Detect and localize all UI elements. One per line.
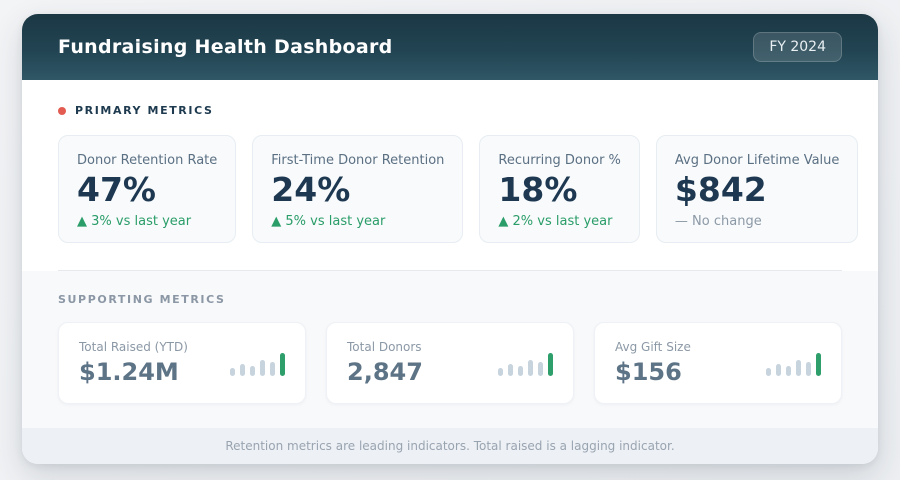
sparkline-bar xyxy=(528,360,533,376)
sparkline-bar xyxy=(806,362,811,376)
footer-note: Retention metrics are leading indicators… xyxy=(225,439,675,453)
support-card-avg-gift: Avg Gift Size $156 xyxy=(594,322,842,404)
page-title: Fundraising Health Dashboard xyxy=(58,36,393,58)
metric-label: Avg Donor Lifetime Value xyxy=(674,153,840,168)
metric-label: Recurring Donor % xyxy=(498,153,621,168)
sparkline-bar xyxy=(786,366,791,376)
metric-card-lifetime-value: Avg Donor Lifetime Value $842 — No chang… xyxy=(655,135,859,243)
support-card-total-raised: Total Raised (YTD) $1.24M xyxy=(58,322,306,404)
red-dot-icon xyxy=(58,106,66,115)
metric-card-recurring-donor: Recurring Donor % 18% ▲ 2% vs last year xyxy=(479,135,640,243)
metric-value: 47% xyxy=(77,170,156,209)
metric-label: First-Time Donor Retention xyxy=(271,153,445,168)
support-value: $156 xyxy=(615,358,682,386)
footer: Retention metrics are leading indicators… xyxy=(22,428,878,464)
sparkline-bar xyxy=(240,364,245,376)
header: Fundraising Health Dashboard FY 2024 xyxy=(22,14,878,80)
metric-label: Donor Retention Rate xyxy=(77,153,218,168)
metric-delta: — No change xyxy=(674,213,762,229)
support-card-text: Total Donors 2,847 xyxy=(347,340,423,386)
fiscal-year-badge[interactable]: FY 2024 xyxy=(753,32,842,62)
sparkline-bar xyxy=(498,368,503,376)
sparkline-bar xyxy=(518,366,523,376)
support-value: 2,847 xyxy=(347,358,423,386)
support-card-total-donors: Total Donors 2,847 xyxy=(326,322,574,404)
supporting-metrics-grid: Total Raised (YTD) $1.24M Total Donors 2… xyxy=(58,322,842,404)
support-label: Total Raised (YTD) xyxy=(79,340,188,354)
sparkline-bar xyxy=(280,353,285,376)
support-label: Total Donors xyxy=(347,340,422,354)
metric-value: 18% xyxy=(498,170,578,209)
metric-delta: ▲ 2% vs last year xyxy=(498,213,613,229)
sparkline-bar xyxy=(508,364,513,376)
sparkline-bar xyxy=(538,362,543,376)
metric-delta: ▲ 5% vs last year xyxy=(271,213,386,229)
support-label: Avg Gift Size xyxy=(615,340,691,354)
metric-value: 24% xyxy=(271,170,351,209)
support-value: $1.24M xyxy=(79,358,179,386)
sparkline-bar xyxy=(250,366,255,376)
sparkline-bar xyxy=(270,362,275,376)
sparkline-bar-chart-icon xyxy=(498,350,553,376)
primary-section-heading: PRIMARY METRICS xyxy=(58,104,842,117)
sparkline-bar-chart-icon xyxy=(230,350,285,376)
sparkline-bar xyxy=(548,353,553,376)
metric-card-donor-retention: Donor Retention Rate 47% ▲ 3% vs last ye… xyxy=(58,135,237,243)
sparkline-bar xyxy=(230,368,235,376)
support-card-text: Avg Gift Size $156 xyxy=(615,340,691,386)
sparkline-bar xyxy=(816,353,821,376)
supporting-section-label: SUPPORTING METRICS xyxy=(58,293,226,306)
primary-section-label: PRIMARY METRICS xyxy=(75,104,214,117)
sparkline-bar xyxy=(260,360,265,376)
sparkline-bar xyxy=(796,360,801,376)
primary-metrics-section: PRIMARY METRICS Donor Retention Rate 47%… xyxy=(22,80,878,271)
supporting-metrics-section: SUPPORTING METRICS Total Raised (YTD) $1… xyxy=(22,271,878,428)
sparkline-bar xyxy=(776,364,781,376)
sparkline-bar xyxy=(766,368,771,376)
metric-value: $842 xyxy=(674,170,767,209)
metric-card-first-time-retention: First-Time Donor Retention 24% ▲ 5% vs l… xyxy=(252,135,464,243)
metric-delta: ▲ 3% vs last year xyxy=(77,213,192,229)
section-divider xyxy=(58,270,842,271)
dashboard-panel: Fundraising Health Dashboard FY 2024 PRI… xyxy=(22,14,878,464)
support-card-text: Total Raised (YTD) $1.24M xyxy=(79,340,188,386)
primary-metrics-grid: Donor Retention Rate 47% ▲ 3% vs last ye… xyxy=(58,135,859,243)
sparkline-bar-chart-icon xyxy=(766,350,821,376)
